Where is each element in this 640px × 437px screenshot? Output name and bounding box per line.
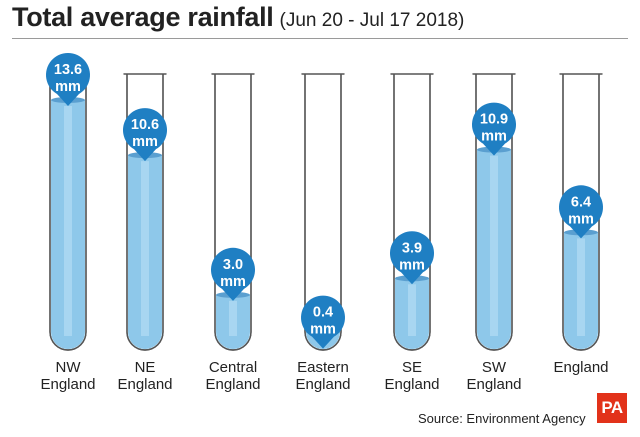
water-highlight [408,284,416,336]
water-highlight [64,106,72,336]
category-label: SE [402,359,422,376]
category-label: NW [56,359,82,376]
category-label: England [117,376,172,393]
tube-edge [214,74,252,351]
value-unit: mm [310,322,336,338]
value-bubble [472,102,517,156]
category-label: NE [135,359,156,376]
tube-edge [393,74,431,351]
tube-edge [49,74,87,351]
tube-edge [562,74,600,351]
value-bubble [46,52,91,106]
chart-title: Total average rainfall [12,2,274,32]
value-label: 0.4 [313,305,333,321]
value-label: 6.4 [571,194,591,210]
category-label: Eastern [297,359,349,376]
water-highlight [141,161,149,336]
value-label: 10.9 [480,112,508,128]
category-label: England [40,376,95,393]
value-label: 3.0 [223,257,243,273]
title-divider [12,38,628,39]
chart-title-block: Total average rainfall (Jun 20 - Jul 17 2… [12,2,464,33]
value-bubble [301,295,345,349]
value-unit: mm [568,211,594,227]
category-label: England [205,376,260,393]
source-note: Source: Environment Agency [418,411,586,426]
pa-logo: PA [597,393,627,423]
value-label: 13.6 [54,62,82,78]
category-label: England [384,376,439,393]
value-bubble [390,231,434,285]
water-highlight [577,238,585,336]
category-label: England [466,376,521,393]
value-bubble [211,247,255,301]
value-unit: mm [132,134,158,150]
water-highlight [490,155,498,336]
value-bubble [559,185,604,239]
value-unit: mm [481,129,507,145]
tube-edge [475,74,513,351]
water-highlight [229,300,237,336]
category-label: England [295,376,350,393]
tube-edge [304,74,342,351]
value-bubble [123,108,167,162]
value-unit: mm [55,79,81,95]
category-label: England [553,359,608,376]
tube-edge [126,74,164,351]
chart-subtitle: (Jun 20 - Jul 17 2018) [279,10,465,31]
category-label: Central [209,359,257,376]
value-label: 10.6 [131,117,159,133]
value-unit: mm [399,257,425,273]
value-unit: mm [220,274,246,290]
category-label: SW [482,359,507,376]
tube-group: 6.4mm England [553,73,609,376]
value-label: 3.9 [402,240,422,256]
